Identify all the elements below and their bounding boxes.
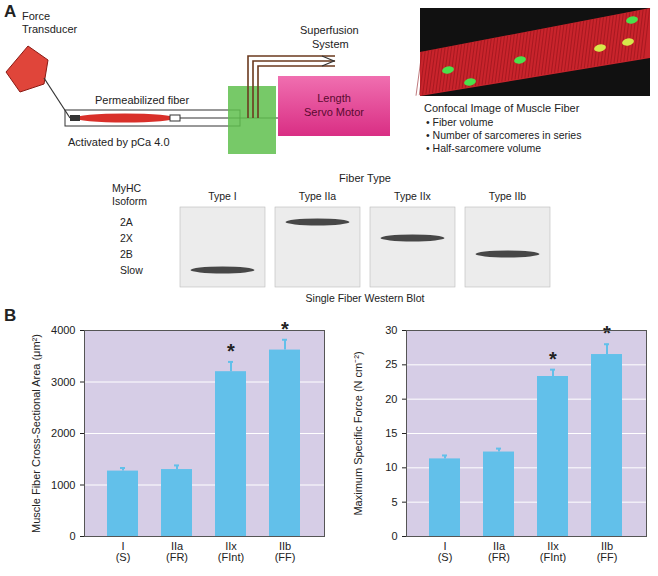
html-text:B: B — [4, 306, 17, 325]
svg-text:0: 0 — [69, 530, 75, 542]
svg-text:I(S): I(S) — [116, 540, 131, 563]
svg-text:Permeabilized fiber: Permeabilized fiber — [95, 94, 189, 106]
svg-text:4000: 4000 — [51, 324, 75, 336]
svg-text:Muscle Fiber Cross-Sectional A: Muscle Fiber Cross-Sectional Area (μm²) — [30, 334, 42, 533]
svg-text:*: * — [281, 318, 289, 340]
svg-text:2A: 2A — [120, 216, 133, 228]
svg-text:IIa(FR): IIa(FR) — [166, 540, 188, 563]
svg-text:IIb(FF): IIb(FF) — [597, 540, 618, 563]
svg-text:Confocal Image of Muscle Fiber: Confocal Image of Muscle Fiber — [424, 102, 580, 114]
svg-text:Single Fiber Western Blot: Single Fiber Western Blot — [306, 292, 425, 304]
svg-text:Isoform: Isoform — [112, 195, 147, 207]
svg-text:• Half-sarcomere volume: • Half-sarcomere volume — [426, 142, 541, 154]
svg-text:30: 30 — [385, 324, 397, 336]
svg-text:IIx(FInt): IIx(FInt) — [218, 540, 244, 563]
svg-text:IIa(FR): IIa(FR) — [488, 540, 510, 563]
svg-text:Slow: Slow — [120, 264, 143, 276]
svg-text:• Number of sarcomeres in seri: • Number of sarcomeres in series — [426, 129, 581, 141]
svg-text:I(S): I(S) — [438, 540, 453, 563]
svg-text:IIb(FF): IIb(FF) — [275, 540, 296, 563]
svg-text:Servo Motor: Servo Motor — [304, 106, 364, 118]
svg-text:IIx(FInt): IIx(FInt) — [540, 540, 566, 563]
svg-text:2000: 2000 — [51, 427, 75, 439]
svg-text:Type I: Type I — [208, 190, 237, 202]
svg-text:Maximum Specific Force (N cm⁻²: Maximum Specific Force (N cm⁻²) — [352, 351, 364, 515]
svg-text:0: 0 — [391, 530, 397, 542]
svg-text:• Fiber volume: • Fiber volume — [426, 116, 493, 128]
svg-text:5: 5 — [391, 496, 397, 508]
svg-text:Transducer: Transducer — [22, 23, 78, 35]
svg-text:Force: Force — [22, 10, 50, 22]
svg-text:Type IIa: Type IIa — [299, 190, 337, 202]
svg-text:A: A — [4, 2, 16, 21]
svg-text:15: 15 — [385, 427, 397, 439]
svg-text:2B: 2B — [120, 248, 133, 260]
svg-text:3000: 3000 — [51, 376, 75, 388]
svg-text:MyHC: MyHC — [112, 182, 142, 194]
svg-text:Activated by pCa 4.0: Activated by pCa 4.0 — [68, 136, 170, 148]
svg-text:*: * — [549, 348, 557, 370]
svg-text:2X: 2X — [120, 232, 133, 244]
svg-text:*: * — [603, 322, 611, 344]
svg-text:*: * — [227, 340, 235, 362]
svg-text:Type IIx: Type IIx — [394, 190, 432, 202]
svg-text:Type IIb: Type IIb — [489, 190, 527, 202]
svg-text:10: 10 — [385, 461, 397, 473]
svg-text:25: 25 — [385, 358, 397, 370]
svg-text:System: System — [312, 38, 349, 50]
svg-text:Fiber Type: Fiber Type — [339, 172, 391, 184]
svg-text:1000: 1000 — [51, 479, 75, 491]
svg-text:Length: Length — [317, 92, 351, 104]
svg-text:Superfusion: Superfusion — [300, 24, 359, 36]
svg-text:20: 20 — [385, 393, 397, 405]
